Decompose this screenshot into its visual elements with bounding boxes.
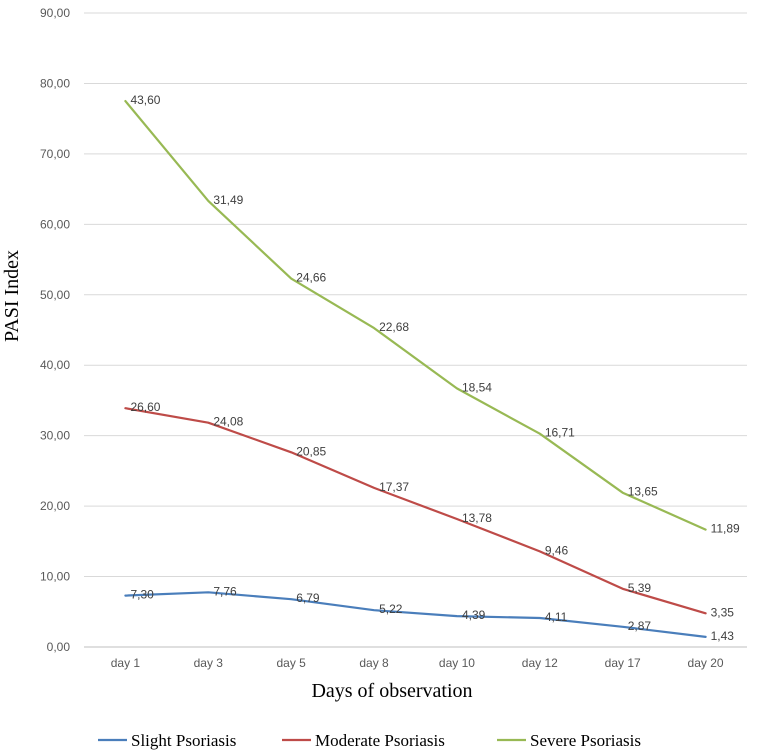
x-tick-label: day 8 (359, 656, 389, 670)
x-tick-label: day 10 (439, 656, 475, 670)
x-tick-label: day 1 (111, 656, 141, 670)
x-tick-label: day 5 (277, 656, 307, 670)
gridlines (84, 12, 747, 648)
series-line-moderate-psoriasis (124, 407, 707, 615)
y-tick-label: 30,00 (40, 429, 70, 443)
y-tick-label: 10,00 (40, 570, 70, 584)
data-label: 24,08 (213, 415, 243, 429)
data-label: 11,89 (711, 522, 740, 536)
data-label: 1,43 (711, 629, 735, 643)
data-label: 43,60 (130, 93, 160, 107)
legend-label-moderate: Moderate Psoriasis (315, 731, 445, 750)
y-axis-ticks: 0,00 10,00 20,00 30,00 40,00 50,00 60,00 70,00 8… (40, 6, 70, 654)
data-label: 13,65 (628, 485, 658, 499)
series-line-severe-psoriasis (124, 99, 707, 531)
series-line-slight-psoriasis (124, 591, 707, 639)
data-label: 7,30 (130, 588, 154, 602)
data-labels: 7,30 7,76 6,79 5,22 4,39 4,11 2,87 1,43 26,60 24,… (130, 93, 740, 643)
data-label: 13,78 (462, 511, 492, 525)
data-label: 16,71 (545, 426, 575, 440)
x-tick-label: day 17 (605, 656, 641, 670)
x-tick-label: day 3 (194, 656, 224, 670)
data-label: 7,76 (213, 584, 237, 598)
series-lines (124, 99, 707, 639)
data-label: 18,54 (462, 380, 492, 394)
x-tick-label: day 12 (522, 656, 558, 670)
data-label: 5,39 (628, 581, 652, 595)
data-label: 17,37 (379, 480, 409, 494)
y-tick-label: 20,00 (40, 499, 70, 513)
data-label: 9,46 (545, 543, 569, 557)
data-label: 22,68 (379, 320, 409, 334)
y-tick-label: 80,00 (40, 76, 70, 90)
y-tick-label: 50,00 (40, 288, 70, 302)
x-axis-ticks: day 1 day 3 day 5 day 8 day 10 day 12 day 17 da… (111, 656, 724, 670)
y-axis-title: PASI Index (1, 250, 23, 342)
data-label: 5,22 (379, 602, 403, 616)
x-axis-title: Days of observation (311, 680, 472, 702)
x-tick-label: day 20 (688, 656, 724, 670)
y-tick-label: 0,00 (47, 640, 71, 654)
data-label: 3,35 (711, 605, 735, 619)
y-tick-label: 60,00 (40, 217, 70, 231)
y-tick-label: 40,00 (40, 358, 70, 372)
data-label: 6,79 (296, 591, 320, 605)
data-label: 4,39 (462, 608, 486, 622)
legend: Slight Psoriasis Moderate Psoriasis Seve… (98, 731, 641, 750)
data-label: 26,60 (130, 400, 160, 414)
data-label: 31,49 (213, 193, 243, 207)
data-label: 4,11 (545, 610, 568, 624)
legend-label-severe: Severe Psoriasis (530, 731, 641, 750)
y-tick-label: 70,00 (40, 147, 70, 161)
data-label: 2,87 (628, 619, 652, 633)
legend-label-slight: Slight Psoriasis (131, 731, 236, 750)
data-label: 20,85 (296, 444, 326, 458)
y-tick-label: 90,00 (40, 6, 70, 20)
data-label: 24,66 (296, 271, 326, 285)
